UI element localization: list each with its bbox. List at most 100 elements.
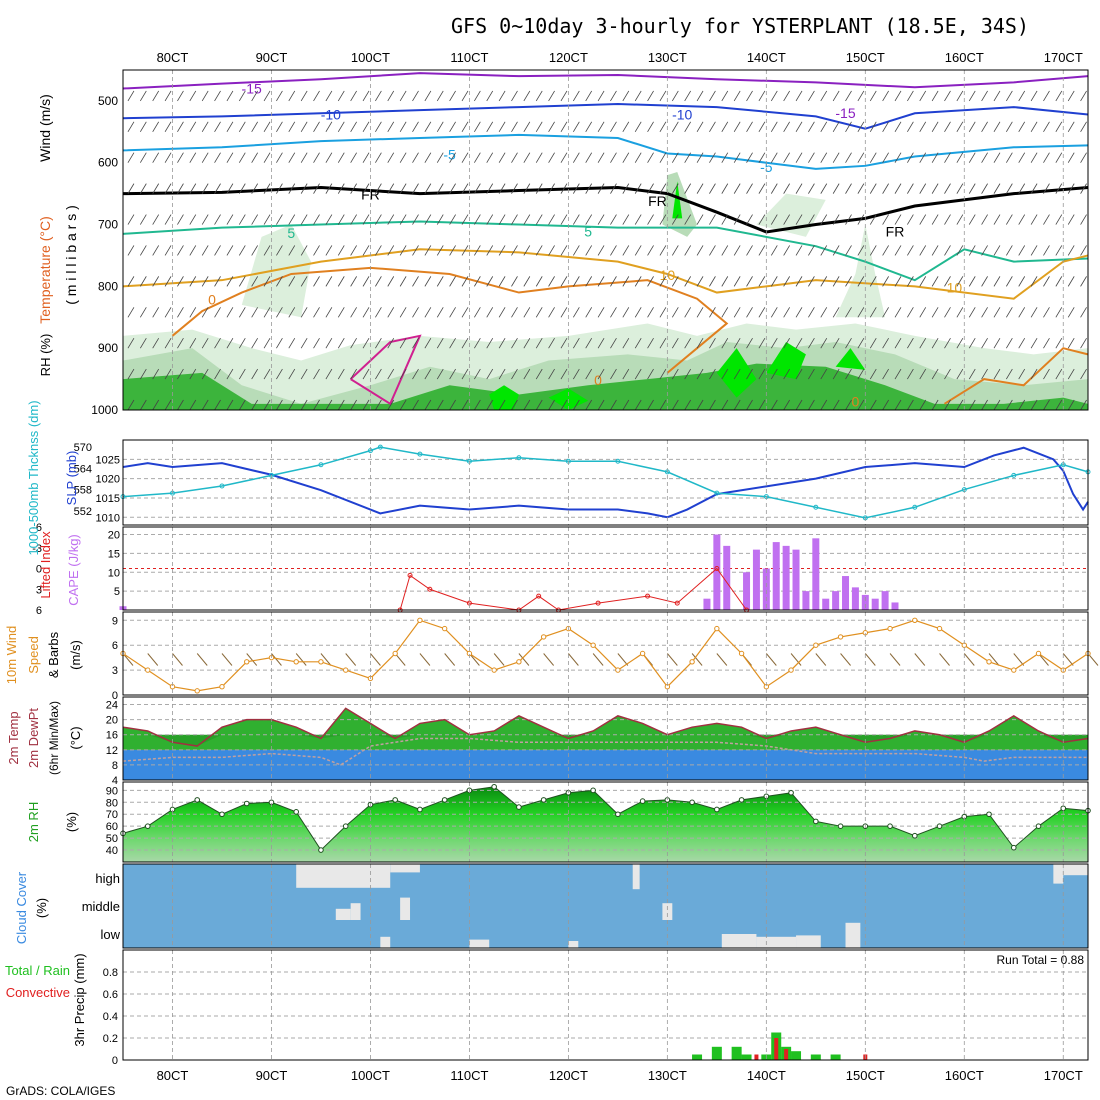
wind-barb — [449, 307, 456, 318]
wind-barb — [139, 90, 147, 102]
wind-barb — [869, 245, 877, 256]
wind-barb — [498, 152, 506, 163]
wind-barb — [832, 183, 840, 194]
wind-barb — [313, 245, 320, 256]
wind-barb — [832, 399, 840, 411]
wind-barb — [993, 245, 1001, 256]
wind-barb — [968, 245, 976, 256]
wind-barb — [1067, 183, 1075, 194]
slp-thickness-panel-background — [123, 440, 1088, 525]
wind-barb — [535, 368, 543, 380]
wind-barb — [907, 90, 914, 102]
wind-barb — [177, 90, 184, 102]
wind-barb — [696, 183, 704, 194]
wind-barb — [325, 245, 333, 256]
wind-barb — [634, 399, 642, 411]
wind-barb — [1055, 152, 1063, 163]
wind-barb — [758, 183, 766, 194]
wind-barb — [721, 245, 729, 256]
wind-barb — [300, 245, 308, 256]
wind-barb — [1043, 399, 1050, 411]
cape-tick: 10 — [108, 567, 120, 579]
wind-barb — [399, 245, 407, 256]
wind-barb — [201, 337, 209, 349]
wind-barb — [1067, 214, 1075, 225]
wind-barb — [597, 276, 605, 287]
wind-barb — [474, 245, 481, 256]
wind-barb — [474, 399, 481, 411]
wind-barb — [981, 368, 988, 380]
li-point — [714, 566, 720, 571]
wind-speed-point — [342, 667, 349, 673]
wind-barb — [572, 90, 580, 102]
wind-barb — [1018, 90, 1026, 102]
wind-barb — [189, 183, 197, 194]
wind-barb — [127, 276, 135, 287]
wind-barb — [523, 152, 531, 163]
wind-barb — [820, 90, 828, 102]
cape-tick: 5 — [114, 586, 120, 598]
wind-barb — [907, 214, 914, 225]
wind-barb — [424, 368, 432, 380]
wind-barb — [251, 368, 259, 380]
isotherm-label: 5 — [287, 225, 295, 241]
cloud-high-fill — [1053, 864, 1064, 884]
wind-barb — [671, 90, 679, 102]
wind-barb — [832, 214, 840, 225]
wind-speed-point — [986, 659, 992, 665]
wind-barb — [684, 152, 692, 163]
wind-barb — [1018, 121, 1026, 133]
wind-barb — [424, 276, 432, 287]
thickness-tick: 570 — [74, 442, 92, 454]
wind-speed-point — [441, 625, 448, 632]
sfc-wind-barb — [295, 653, 307, 666]
wind-barb — [1006, 399, 1013, 411]
wind-barb — [424, 214, 432, 225]
wind-barb — [919, 245, 927, 256]
wind-barb — [770, 399, 778, 411]
wind-barb — [399, 337, 407, 349]
wind-barb — [671, 245, 679, 256]
wind-barb — [263, 152, 271, 163]
wind-barb — [535, 337, 543, 349]
wind-barb — [511, 276, 518, 287]
thickness-point — [813, 504, 819, 510]
isotherm-label: FR — [886, 224, 905, 240]
wind-barb — [832, 276, 840, 287]
wind-barb — [832, 152, 840, 163]
isotherm-minus5 — [122, 133, 1089, 170]
precip-conv-bar — [754, 1054, 759, 1060]
wind-barb — [152, 399, 160, 411]
wind-barb — [634, 337, 642, 349]
wind-barb — [597, 121, 605, 133]
wind-barb — [993, 214, 1001, 225]
slp-thickness-panel-frame — [122, 439, 1089, 526]
wind-barb — [300, 90, 308, 102]
wind-barb — [894, 183, 902, 194]
wind-barb — [931, 183, 939, 194]
wind-barb — [857, 121, 865, 133]
wind-barb — [164, 183, 172, 194]
cloud-low-fill — [469, 939, 490, 948]
wind-barb — [474, 90, 481, 102]
wind-barb — [993, 183, 1001, 194]
rh2m-point — [986, 811, 992, 818]
wind-barb — [127, 337, 135, 349]
wind-barb — [139, 214, 147, 225]
wind-barb — [944, 121, 951, 133]
wind-barb — [177, 399, 184, 411]
rh2m-fill — [123, 786, 1088, 862]
precip-tick: 0.4 — [103, 1011, 118, 1023]
wind-barb — [474, 214, 481, 225]
wind-barb — [659, 307, 667, 318]
wind-barb — [461, 399, 469, 411]
wind-barb — [746, 399, 753, 411]
cloud-high-fill — [632, 864, 640, 890]
wind-barb — [610, 368, 617, 380]
wind-barb — [276, 368, 283, 380]
wind-barb — [436, 121, 444, 133]
wind-barb — [585, 368, 593, 380]
wind-barb — [498, 245, 506, 256]
wind-barb — [1043, 90, 1050, 102]
wind-barb — [647, 183, 654, 194]
